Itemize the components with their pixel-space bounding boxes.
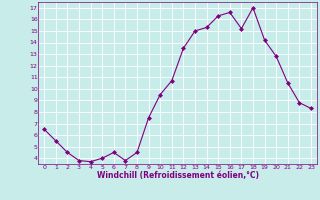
X-axis label: Windchill (Refroidissement éolien,°C): Windchill (Refroidissement éolien,°C) <box>97 171 259 180</box>
